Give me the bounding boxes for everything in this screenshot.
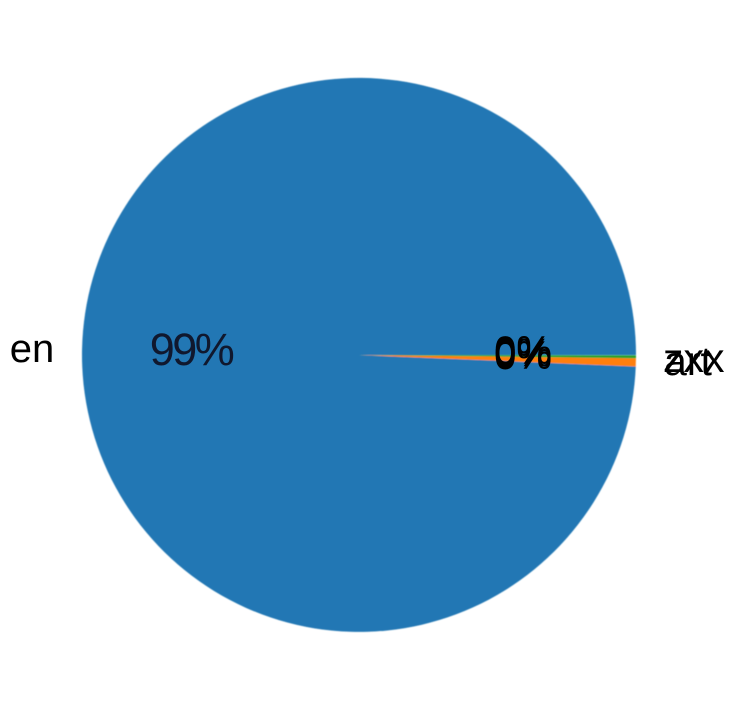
svg-text:0%: 0% [494, 332, 552, 376]
svg-text:en: en [10, 327, 55, 371]
svg-text:art: art [664, 338, 712, 384]
svg-text:99%: 99% [150, 324, 234, 375]
